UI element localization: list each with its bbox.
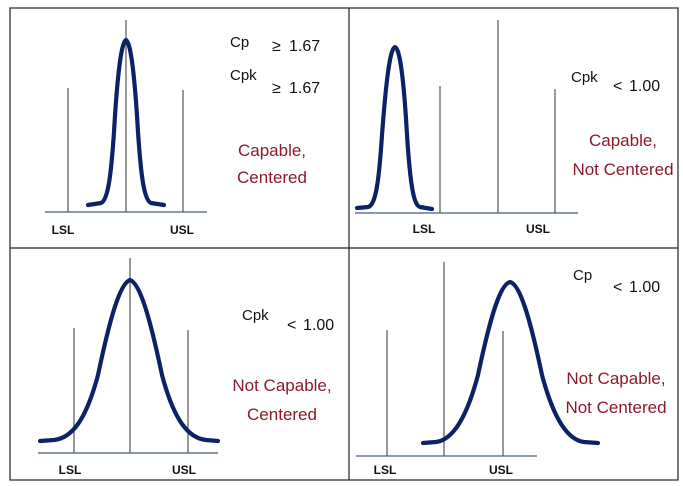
- metric-value: 1.00: [303, 317, 334, 334]
- metric-value: 1.67: [289, 38, 320, 55]
- usl-label: USL: [172, 463, 196, 477]
- metric-name: Cpk: [571, 69, 598, 86]
- distribution-curve: [37, 277, 221, 444]
- verdict-line: Centered: [247, 405, 317, 424]
- usl-label: USL: [170, 223, 194, 237]
- usl-label: USL: [489, 463, 513, 477]
- verdict-line: Centered: [237, 168, 307, 187]
- verdict-line: Not Centered: [565, 398, 666, 417]
- panel-not-capable-centered: LSL USL Cpk < 1.00 Not Capable, Centered: [37, 258, 334, 477]
- lsl-label: LSL: [413, 222, 436, 236]
- metric-relation: <: [287, 317, 296, 334]
- verdict-line: Not Centered: [572, 160, 673, 179]
- metric-value: 1.00: [629, 279, 660, 296]
- panel-not-capable-not-centered: LSL USL Cp < 1.00 Not Capable, Not Cente…: [356, 262, 667, 477]
- verdict-line: Not Capable,: [566, 369, 665, 388]
- panel-capable-not-centered: LSL USL Cpk < 1.00 Capable, Not Centered: [354, 20, 674, 236]
- metric-name: Cpk: [230, 67, 257, 84]
- metric-relation: <: [613, 279, 622, 296]
- metric-relation: ≥: [272, 80, 281, 97]
- distribution-curve: [354, 44, 435, 212]
- distribution-curve: [85, 37, 167, 208]
- distribution-curve: [420, 279, 601, 446]
- outer-frame: [9, 7, 679, 481]
- metric-value: 1.00: [629, 78, 660, 95]
- panel-capable-centered: LSL USL Cp ≥ 1.67 Cpk ≥ 1.67 Capable, Ce…: [45, 20, 320, 237]
- verdict-line: Capable,: [589, 131, 657, 150]
- metric-name: Cp: [230, 34, 249, 51]
- lsl-label: LSL: [374, 463, 397, 477]
- usl-label: USL: [526, 222, 550, 236]
- metric-relation: <: [613, 78, 622, 95]
- lsl-label: LSL: [59, 463, 82, 477]
- metric-relation: ≥: [272, 38, 281, 55]
- metric-name: Cp: [573, 267, 592, 284]
- verdict-line: Not Capable,: [232, 376, 331, 395]
- metric-name: Cpk: [242, 307, 269, 324]
- verdict-line: Capable,: [238, 141, 306, 160]
- lsl-label: LSL: [52, 223, 75, 237]
- metric-value: 1.67: [289, 80, 320, 97]
